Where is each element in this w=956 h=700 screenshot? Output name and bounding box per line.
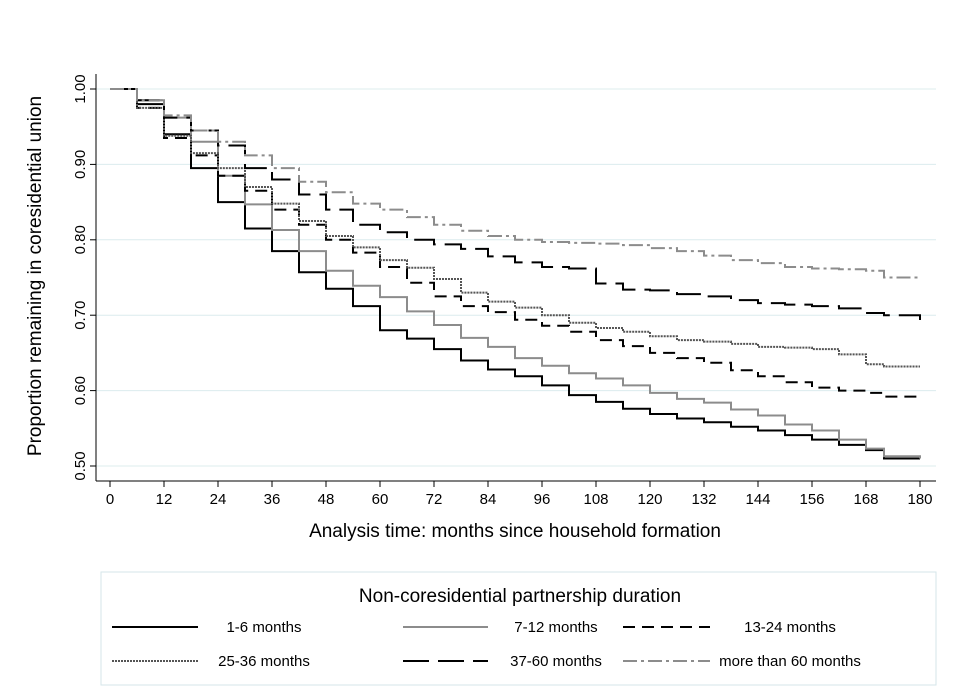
legend: Non-coresidential partnership duration 1… bbox=[100, 571, 937, 686]
legend-label-4: 25-36 months bbox=[218, 653, 310, 670]
series-line-4 bbox=[110, 88, 920, 368]
legend-label-1: 1-6 months bbox=[226, 619, 301, 636]
y-tick-label: 1.00 bbox=[72, 74, 89, 103]
x-tick-label: 168 bbox=[853, 491, 878, 508]
y-axis-label: Proportion remaining in coresidential un… bbox=[25, 96, 46, 456]
x-tick-label: 120 bbox=[637, 491, 662, 508]
x-tick-label: 84 bbox=[480, 491, 497, 508]
x-tick-label: 156 bbox=[799, 491, 824, 508]
legend-frame bbox=[100, 571, 937, 686]
legend-title: Non-coresidential partnership duration bbox=[359, 586, 681, 607]
x-tick-label: 36 bbox=[264, 491, 281, 508]
x-tick-label: 108 bbox=[583, 491, 608, 508]
x-tick-label: 24 bbox=[210, 491, 227, 508]
x-tick-label: 144 bbox=[745, 491, 770, 508]
x-tick-label: 60 bbox=[372, 491, 389, 508]
series-lines bbox=[110, 88, 921, 460]
x-tick-label: 0 bbox=[106, 491, 114, 508]
x-tick-label: 180 bbox=[907, 491, 932, 508]
legend-label-3: 13-24 months bbox=[744, 619, 836, 636]
x-tick-label: 12 bbox=[156, 491, 173, 508]
x-tick-label: 132 bbox=[691, 491, 716, 508]
series-line-3 bbox=[110, 88, 921, 399]
x-tick-label: 48 bbox=[318, 491, 335, 508]
series-line-6 bbox=[110, 88, 920, 279]
y-tick-label: 0.80 bbox=[72, 225, 89, 254]
legend-label-5: 37-60 months bbox=[510, 653, 602, 670]
x-tick-label: 96 bbox=[534, 491, 551, 508]
y-tick-label: 0.70 bbox=[72, 301, 89, 330]
axes: 0.50 0.60 0.70 0.80 0.90 1.00 0 12 24 36 48 60 72 84 9… bbox=[72, 74, 936, 508]
y-tick-label: 0.50 bbox=[72, 451, 89, 480]
series-line-2 bbox=[110, 88, 921, 459]
series-line-1 bbox=[110, 88, 920, 460]
y-tick-label: 0.90 bbox=[72, 150, 89, 179]
y-tick-label: 0.60 bbox=[72, 376, 89, 405]
legend-label-2: 7-12 months bbox=[514, 619, 597, 636]
legend-label-6: more than 60 months bbox=[719, 653, 861, 670]
x-axis-label: Analysis time: months since household fo… bbox=[309, 521, 721, 542]
series-line-5 bbox=[110, 88, 921, 323]
x-tick-label: 72 bbox=[426, 491, 443, 508]
